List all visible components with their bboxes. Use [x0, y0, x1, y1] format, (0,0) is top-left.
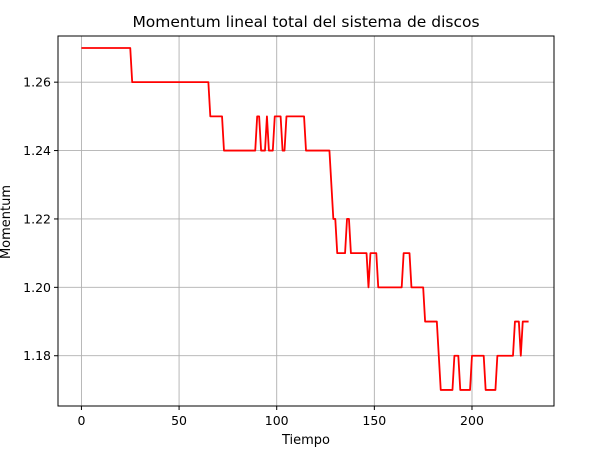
- momentum-series-line: [81, 47, 529, 391]
- y-tick-label: 1.20: [23, 280, 51, 295]
- y-tick-label: 1.24: [23, 143, 51, 158]
- x-tick-label: 200: [460, 413, 484, 428]
- y-tick-label: 1.22: [23, 211, 51, 226]
- x-tick-label: 50: [171, 413, 187, 428]
- x-tick-label: 100: [265, 413, 289, 428]
- y-axis-label: Momentum: [0, 185, 14, 259]
- x-tick-label: 0: [77, 413, 85, 428]
- plot-frame: [57, 35, 555, 407]
- y-tick-label: 1.26: [23, 75, 51, 90]
- chart-title: Momentum lineal total del sistema de dis…: [132, 13, 479, 31]
- axis-ticks: 0 50 100 150 200 1.18 1.20 1.22 1.24 1.26: [23, 75, 484, 428]
- data-series: [81, 47, 529, 391]
- x-axis-label: Tiempo: [281, 433, 330, 448]
- y-tick-label: 1.18: [23, 348, 51, 363]
- x-tick-label: 150: [362, 413, 386, 428]
